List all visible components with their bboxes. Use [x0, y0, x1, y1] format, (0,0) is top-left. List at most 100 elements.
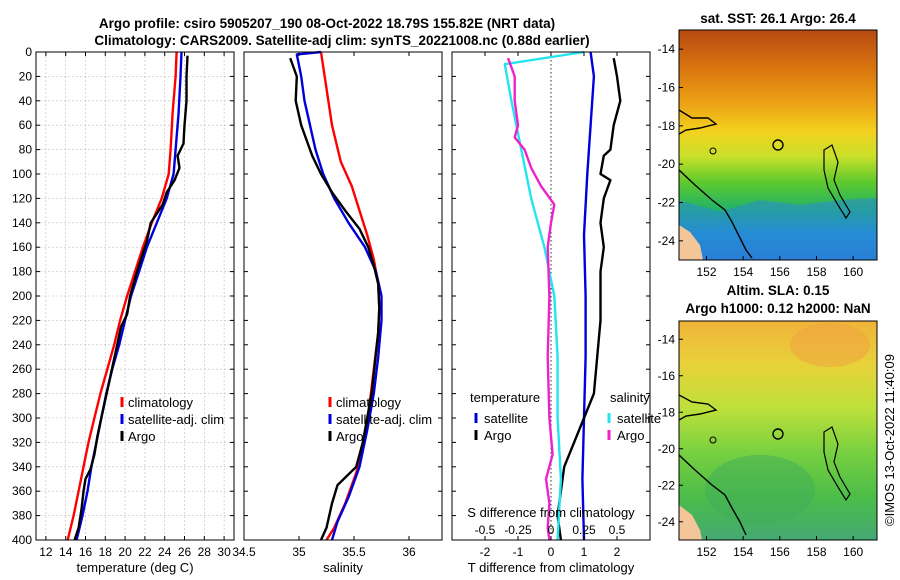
- map-x-tick-label: 156: [770, 545, 790, 559]
- salinity-panel: 34.5 35 35.5 36 salinity climatology satellite…: [232, 50, 443, 575]
- sla-high-patch: [790, 323, 870, 367]
- map-y-tick-label: -22: [658, 196, 676, 210]
- legend-label: satellite-adj. clim: [128, 412, 224, 427]
- sst-coastline: [679, 169, 753, 259]
- map-y-tick-label: -24: [658, 515, 676, 529]
- s-difference-tick-label: -0.25: [504, 523, 532, 537]
- sst-islet: [709, 147, 717, 155]
- sla-argo-marker: [772, 428, 784, 440]
- x-tick-label: -1: [513, 545, 524, 559]
- map-y-tick-label: -18: [658, 405, 676, 419]
- legend-salinity-title: salinity: [610, 390, 650, 405]
- legend-label: satellite: [617, 411, 661, 426]
- legend-label: satellite-adj. clim: [336, 412, 432, 427]
- series-line-climatology: [66, 51, 178, 541]
- y-tick-label: 380: [12, 509, 32, 523]
- map-y-tick-label: -20: [658, 442, 676, 456]
- panel-frame: [243, 51, 443, 541]
- map-x-tick-label: 158: [806, 265, 826, 279]
- y-tick-label: 200: [12, 289, 32, 303]
- y-tick-label: 100: [12, 167, 32, 181]
- map-y-tick-label: -14: [658, 332, 676, 346]
- map-x-tick-label: 156: [770, 265, 790, 279]
- x-tick-label: 30: [217, 545, 231, 559]
- y-tick-label: 180: [12, 265, 32, 279]
- sla-coastline: [679, 454, 747, 536]
- series-line-argo: [73, 55, 189, 541]
- sla-map-ticks: 152 154 156 158 160 -14 -16 -18 -20 -22 -24: [658, 332, 864, 559]
- map-x-tick-label: 154: [733, 545, 753, 559]
- y-tick-label: 260: [12, 362, 32, 376]
- sst-map-frame: [678, 29, 878, 261]
- map-y-tick-label: -16: [658, 81, 676, 95]
- sst-map: sat. SST: 26.1 Argo: 26.4 152 154 156 158 16…: [658, 11, 878, 279]
- x-tick-label: 22: [138, 545, 152, 559]
- sst-map-ticks: 152 154 156 158 160 -14 -16 -18 -20 -22 -24: [658, 42, 864, 279]
- y-tick-label: 60: [19, 118, 33, 132]
- figure-title-line2: Climatology: CARS2009. Satellite-adj cli…: [94, 33, 589, 48]
- sst-island-outline: [823, 144, 851, 220]
- legend-label: climatology: [128, 395, 194, 410]
- legend-label: Argo: [484, 428, 511, 443]
- series-line-temperature-argo: [556, 57, 622, 541]
- y-tick-label: 160: [12, 240, 32, 254]
- sla-map-frame: [678, 320, 878, 541]
- s-difference-axis-label: S difference from climatology: [467, 505, 635, 520]
- y-tick-label: 140: [12, 216, 32, 230]
- y-tick-label: 400: [12, 533, 32, 547]
- temperature-panel: 12 14 16 18 20 22 24 26 28 30 temperature (deg C) 0…: [12, 45, 235, 575]
- y-tick-label: 120: [12, 191, 32, 205]
- map-y-tick-label: -14: [658, 42, 676, 56]
- x-axis-label: temperature (deg C): [76, 560, 193, 575]
- series-line-temperature-satellite: [581, 51, 596, 541]
- y-tick-label: 280: [12, 387, 32, 401]
- x-tick-label: 18: [99, 545, 113, 559]
- x-tick-label: 34.5: [232, 545, 256, 559]
- x-tick-label: 0: [548, 545, 555, 559]
- difference-panel: -2 -1 0 1 2T difference from climatology temp…: [451, 50, 661, 575]
- x-tick-label: 14: [59, 545, 73, 559]
- x-tick-label: 2: [614, 545, 621, 559]
- y-tick-label: 300: [12, 411, 32, 425]
- sst-reef-outline: [679, 109, 718, 135]
- map-x-tick-label: 158: [806, 545, 826, 559]
- sst-argo-marker: [772, 139, 784, 151]
- x-tick-label: 28: [198, 545, 212, 559]
- x-tick-label: 16: [79, 545, 93, 559]
- y-tick-label: 360: [12, 484, 32, 498]
- map-x-tick-label: 152: [696, 545, 716, 559]
- x-tick-label: 26: [178, 545, 192, 559]
- sst-land: [679, 225, 703, 260]
- sla-reef-outline: [679, 394, 718, 421]
- y-tick-label: 20: [19, 69, 33, 83]
- x-axis-label: T difference from climatology: [468, 560, 635, 575]
- map-x-tick-label: 154: [733, 265, 753, 279]
- x-tick-label: 24: [158, 545, 172, 559]
- sla-map-title-line1: Altim. SLA: 0.15: [727, 283, 830, 298]
- y-tick-label: 220: [12, 313, 32, 327]
- y-tick-label: 40: [19, 94, 33, 108]
- sla-map-title-line2: Argo h1000: 0.12 h2000: NaN: [685, 301, 870, 316]
- y-tick-label: 320: [12, 435, 32, 449]
- series-line-salinity-argo: [506, 57, 556, 541]
- y-tick-label: 80: [19, 143, 33, 157]
- x-axis-label: salinity: [323, 560, 363, 575]
- legend-temperature-title: temperature: [470, 390, 540, 405]
- x-tick-label: -2: [480, 545, 491, 559]
- sst-map-title: sat. SST: 26.1 Argo: 26.4: [700, 11, 856, 26]
- y-tick-label: 340: [12, 460, 32, 474]
- map-x-tick-label: 152: [696, 265, 716, 279]
- map-y-tick-label: -18: [658, 119, 676, 133]
- x-tick-label: 1: [581, 545, 588, 559]
- legend-label: Argo: [617, 428, 644, 443]
- s-difference-tick-label: 0.5: [609, 523, 626, 537]
- series-line-argo: [289, 57, 381, 541]
- sla-low-patch: [705, 455, 815, 525]
- map-x-tick-label: 160: [843, 545, 863, 559]
- s-difference-tick-label: 0.25: [572, 523, 596, 537]
- imos-watermark: ©IMOS 13-Oct-2022 11:40:09: [882, 354, 897, 526]
- figure-title-line1: Argo profile: csiro 5905207_190 08-Oct-2…: [99, 16, 555, 31]
- x-tick-label: 12: [39, 545, 53, 559]
- legend-label: climatology: [336, 395, 402, 410]
